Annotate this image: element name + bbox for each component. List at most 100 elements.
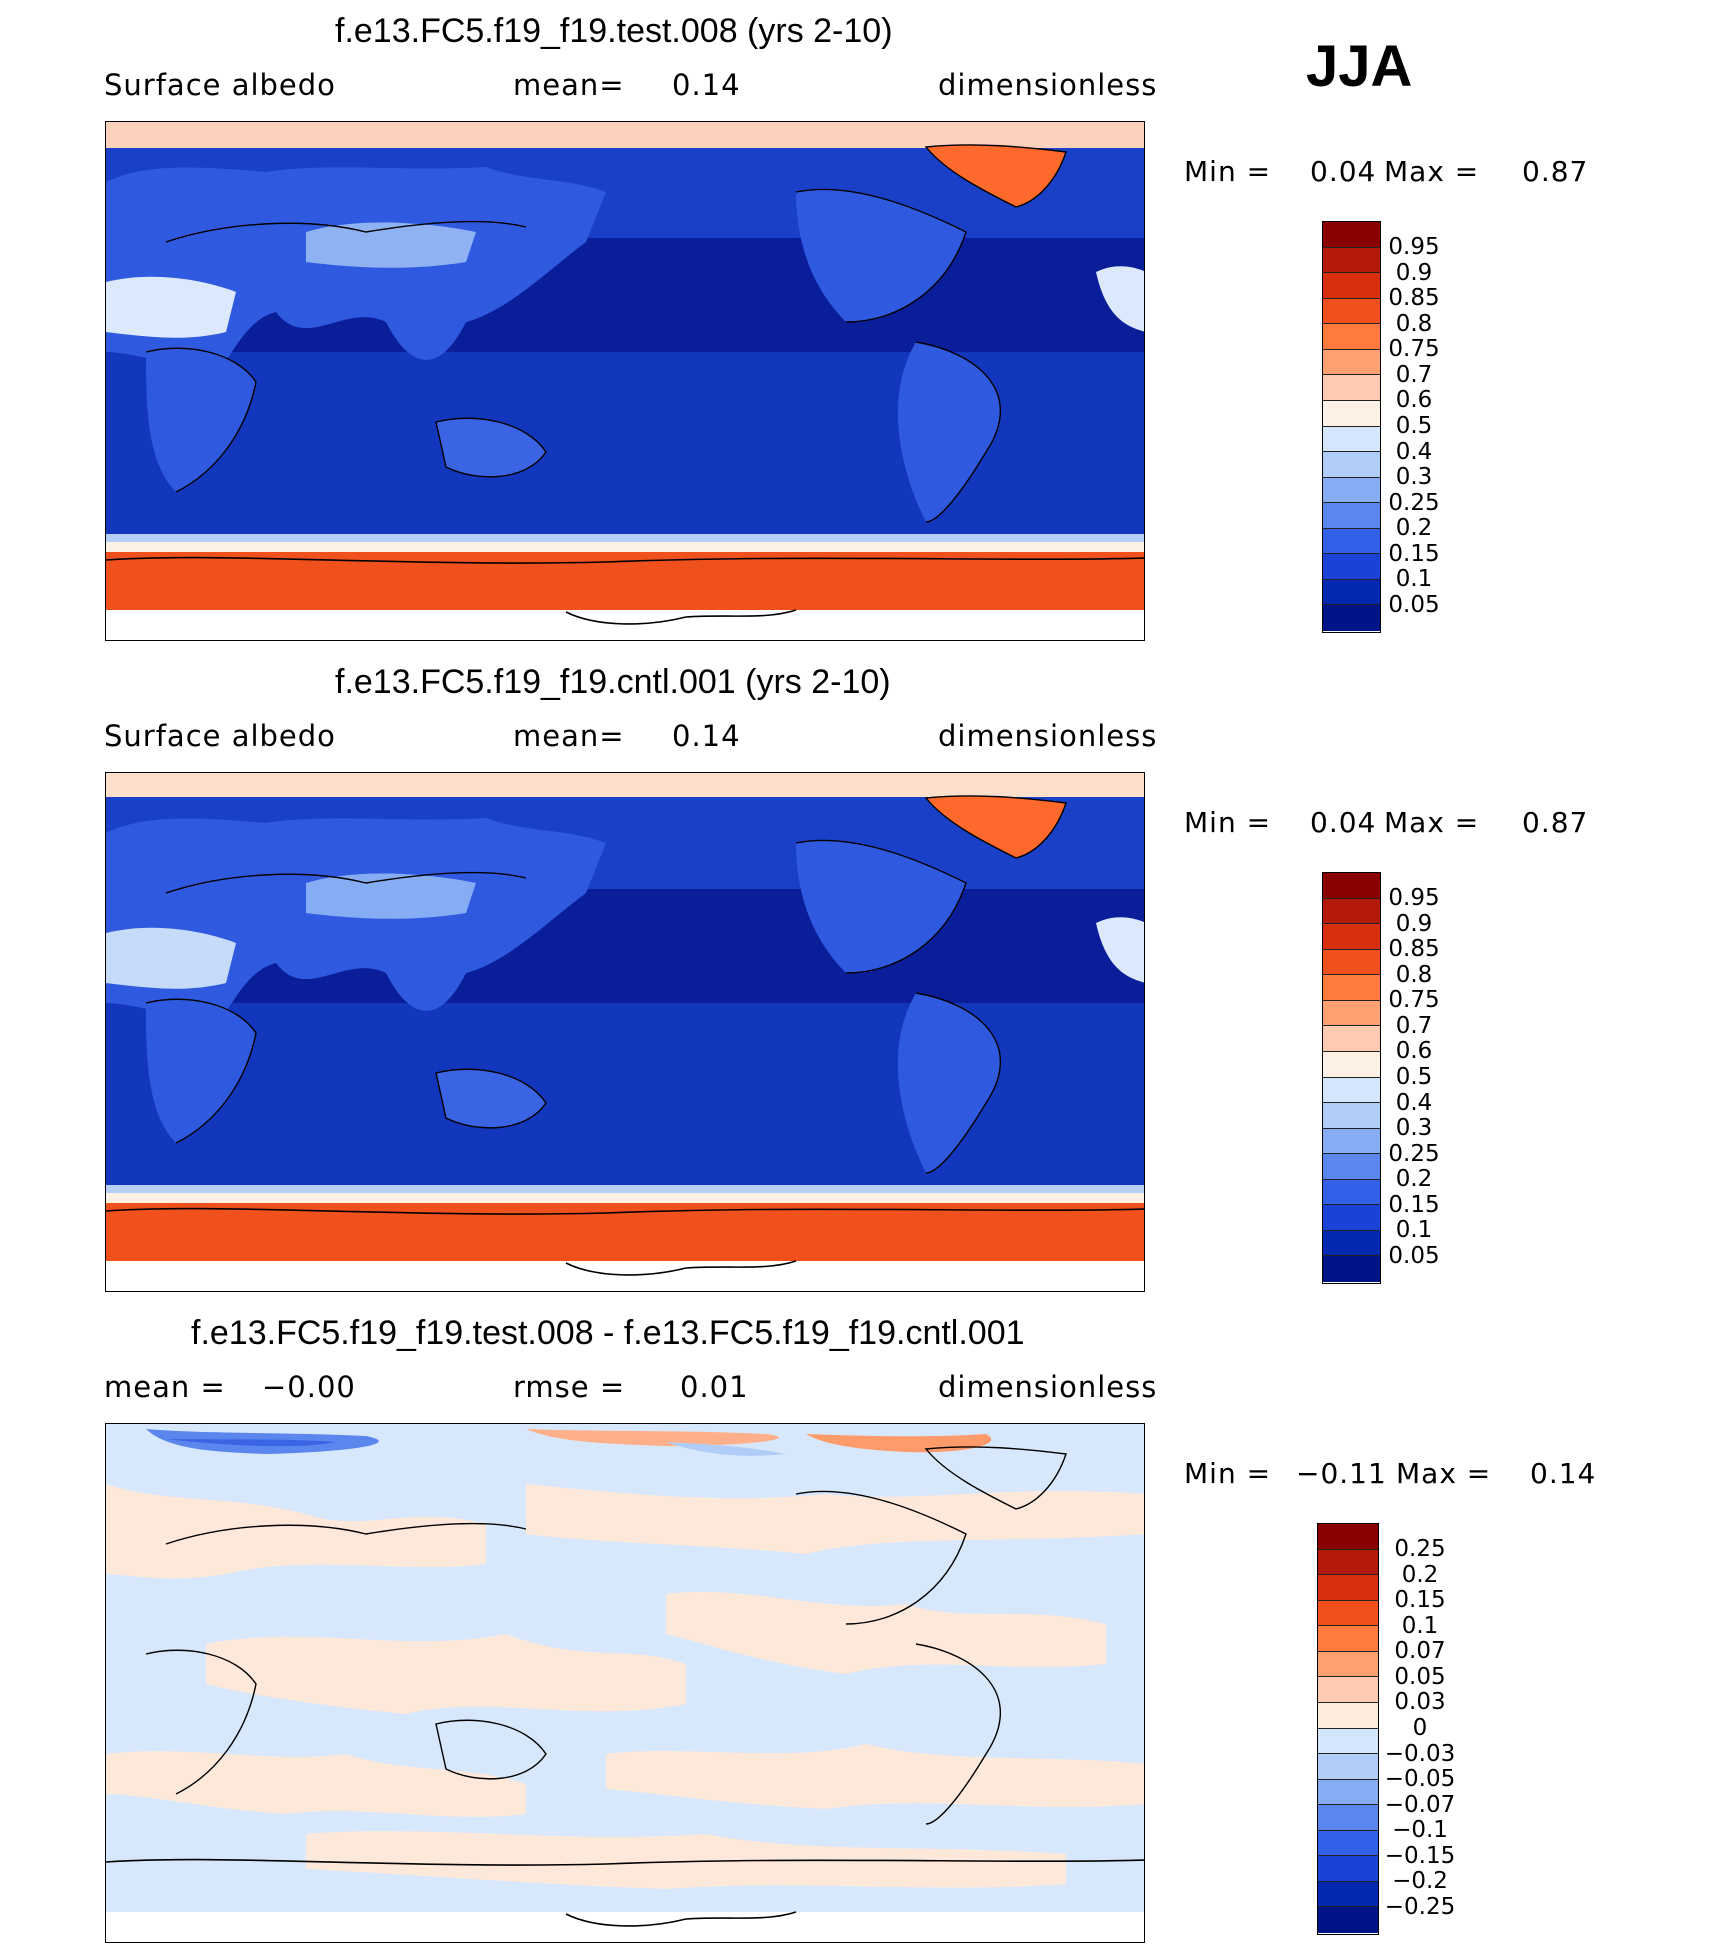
colorbar-tick-label: −0.07: [1384, 1791, 1456, 1818]
colorbar-segment: [1323, 605, 1380, 631]
panel3-map: [105, 1423, 1145, 1943]
colorbar-segment: [1323, 528, 1380, 555]
colorbar-segment: [1323, 400, 1380, 427]
colorbar-segment: [1318, 1600, 1378, 1627]
colorbar-tick-label: 0.7: [1395, 361, 1433, 388]
colorbar-tick-label: 0.2: [1395, 515, 1433, 542]
colorbar-tick-label: 0.9: [1395, 910, 1433, 937]
colorbar-segment: [1318, 1856, 1378, 1882]
panel3-mean-label: mean =: [104, 1370, 226, 1404]
colorbar-segment: [1323, 247, 1380, 274]
colorbar-tick-label: 0.75: [1388, 987, 1440, 1014]
colorbar-tick-label: 0.7: [1395, 1012, 1433, 1039]
panel3-min-value: −0.11: [1296, 1457, 1387, 1490]
panel2-mean-value: 0.14: [672, 719, 741, 753]
colorbar-tick-label: 0.15: [1394, 1587, 1446, 1614]
colorbar-segment: [1323, 924, 1380, 950]
colorbar-segment: [1323, 1179, 1380, 1206]
colorbar-tick-label: 0.03: [1394, 1689, 1446, 1716]
colorbar-tick-label: 0: [1412, 1715, 1428, 1741]
panel1-units: dimensionless: [938, 68, 1158, 102]
colorbar-segment: [1318, 1626, 1378, 1652]
colorbar-tick-label: 0.95: [1388, 885, 1440, 912]
colorbar-tick-label: 0.3: [1395, 464, 1433, 491]
panel3-rmse-label: rmse =: [513, 1370, 626, 1404]
panel3-mean-value: −0.00: [262, 1370, 356, 1404]
panel1-mean-label: mean=: [513, 68, 625, 102]
colorbar-segment: [1323, 898, 1380, 925]
colorbar-tick-label: 0.1: [1395, 566, 1433, 593]
colorbar-tick-label: 0.07: [1394, 1638, 1446, 1665]
panel1-min-value: 0.04: [1310, 155, 1377, 188]
colorbar-tick-label: −0.1: [1392, 1817, 1448, 1844]
colorbar-segment: [1318, 1881, 1378, 1908]
colorbar-tick-label: 0.85: [1388, 936, 1440, 963]
panel1-max-label: Max =: [1384, 155, 1480, 188]
colorbar-tick-label: 0.5: [1395, 1064, 1433, 1090]
colorbar-segment: [1323, 873, 1380, 899]
colorbar-segment: [1323, 1077, 1380, 1104]
panel3-units: dimensionless: [938, 1370, 1158, 1404]
panel1-max-value: 0.87: [1522, 155, 1589, 188]
colorbar-segment: [1318, 1651, 1378, 1678]
colorbar-segment: [1318, 1549, 1378, 1576]
colorbar-segment: [1318, 1677, 1378, 1703]
panel3-max-label: Max =: [1396, 1457, 1492, 1490]
colorbar-tick-label: 0.05: [1394, 1663, 1446, 1690]
colorbar-tick-label: 0.9: [1395, 259, 1433, 286]
colorbar-tick-label: 0.4: [1395, 1089, 1433, 1116]
colorbar-tick-label: 0.8: [1395, 310, 1433, 337]
colorbar-tick-label: −0.2: [1392, 1868, 1448, 1895]
colorbar-segment: [1318, 1805, 1378, 1831]
panel1-map: [105, 121, 1145, 641]
colorbar-segment: [1318, 1754, 1378, 1780]
panel2-mean-label: mean=: [513, 719, 625, 753]
colorbar-tick-label: −0.05: [1384, 1766, 1456, 1793]
colorbar-tick-label: 0.2: [1401, 1561, 1439, 1588]
colorbar-tick-label: −0.25: [1384, 1893, 1456, 1920]
colorbar-segment: [1323, 477, 1380, 504]
colorbar-segment: [1323, 1230, 1380, 1257]
colorbar-tick-label: 0.85: [1388, 285, 1440, 312]
colorbar-tick-label: 0.15: [1388, 1191, 1440, 1218]
colorbar-segment: [1318, 1575, 1378, 1601]
panel3-min-label: Min =: [1184, 1457, 1272, 1490]
colorbar-segment: [1323, 579, 1380, 606]
colorbar-tick-label: 0.25: [1388, 1140, 1440, 1167]
colorbar-tick-label: 0.1: [1401, 1612, 1439, 1639]
colorbar-tick-label: 0.2: [1395, 1166, 1433, 1193]
panel2-title: f.e13.FC5.f19_f19.cntl.001 (yrs 2-10): [335, 663, 891, 701]
colorbar-segment: [1323, 324, 1380, 350]
panel3-title: f.e13.FC5.f19_f19.test.008 - f.e13.FC5.f…: [191, 1314, 1025, 1352]
colorbar-tick-label: 0.8: [1395, 961, 1433, 988]
panel3-colorbar: [1317, 1523, 1379, 1935]
colorbar-tick-label: 0.05: [1388, 591, 1440, 618]
colorbar-segment: [1323, 1154, 1380, 1180]
panel1-mean-value: 0.14: [672, 68, 741, 102]
colorbar-segment: [1318, 1524, 1378, 1550]
colorbar-tick-label: 0.05: [1388, 1242, 1440, 1269]
panel1-colorbar: [1322, 221, 1381, 633]
colorbar-tick-label: 0.25: [1394, 1536, 1446, 1563]
colorbar-tick-label: −0.03: [1384, 1740, 1456, 1767]
colorbar-segment: [1323, 949, 1380, 976]
colorbar-segment: [1318, 1779, 1378, 1806]
panel2-min-value: 0.04: [1310, 806, 1377, 839]
colorbar-segment: [1323, 975, 1380, 1001]
colorbar-tick-label: 0.5: [1395, 413, 1433, 439]
panel2-colorbar: [1322, 872, 1381, 1284]
colorbar-segment: [1323, 554, 1380, 580]
colorbar-tick-label: 0.95: [1388, 234, 1440, 261]
panel1-title: f.e13.FC5.f19_f19.test.008 (yrs 2-10): [335, 12, 893, 50]
colorbar-tick-label: 0.3: [1395, 1115, 1433, 1142]
colorbar-segment: [1323, 375, 1380, 401]
colorbar-segment: [1318, 1830, 1378, 1857]
panel2-max-label: Max =: [1384, 806, 1480, 839]
panel2-units: dimensionless: [938, 719, 1158, 753]
colorbar-tick-label: 0.6: [1395, 1038, 1433, 1065]
panel2-max-value: 0.87: [1522, 806, 1589, 839]
panel1-min-label: Min =: [1184, 155, 1272, 188]
colorbar-segment: [1318, 1702, 1378, 1729]
colorbar-tick-label: 0.25: [1388, 489, 1440, 516]
panel2-min-label: Min =: [1184, 806, 1272, 839]
